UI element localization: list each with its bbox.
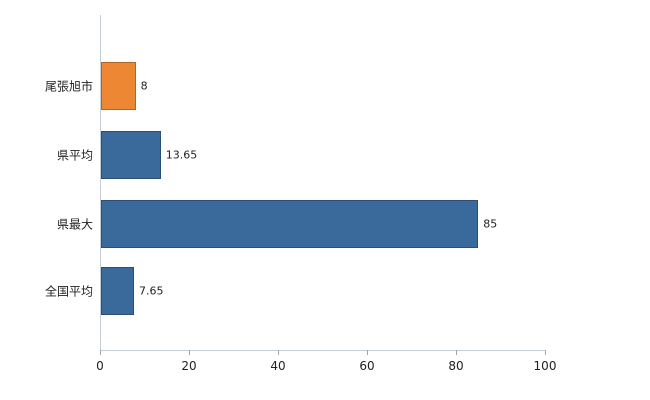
x-tick-label: 100: [533, 359, 557, 373]
x-tick-label: 20: [181, 359, 197, 373]
x-tick: [189, 350, 190, 355]
x-tick-label: 40: [270, 359, 286, 373]
bar-value-label: 85: [483, 217, 498, 231]
x-tick-label: 60: [359, 359, 375, 373]
bar-value-label: 13.65: [165, 148, 198, 162]
bar-3[interactable]: [101, 267, 135, 315]
x-tick: [367, 350, 368, 355]
x-tick: [100, 350, 101, 355]
x-tick: [278, 350, 279, 355]
category-label: 県平均: [56, 148, 93, 163]
x-tick: [545, 350, 546, 355]
category-label: 県最大: [56, 217, 93, 232]
bar-value-label: 8: [140, 79, 148, 93]
x-tick-label: 80: [448, 359, 464, 373]
bar-value-label: 7.65: [139, 284, 164, 298]
bar-1[interactable]: [101, 131, 161, 179]
x-axis-line: [100, 350, 546, 351]
category-label: 全国平均: [44, 284, 93, 299]
bar-2[interactable]: [101, 200, 479, 248]
x-tick-label: 0: [96, 359, 104, 373]
y-axis-line: [100, 15, 101, 350]
x-tick: [456, 350, 457, 355]
category-label: 尾張旭市: [44, 79, 93, 94]
bar-0[interactable]: [101, 62, 136, 110]
